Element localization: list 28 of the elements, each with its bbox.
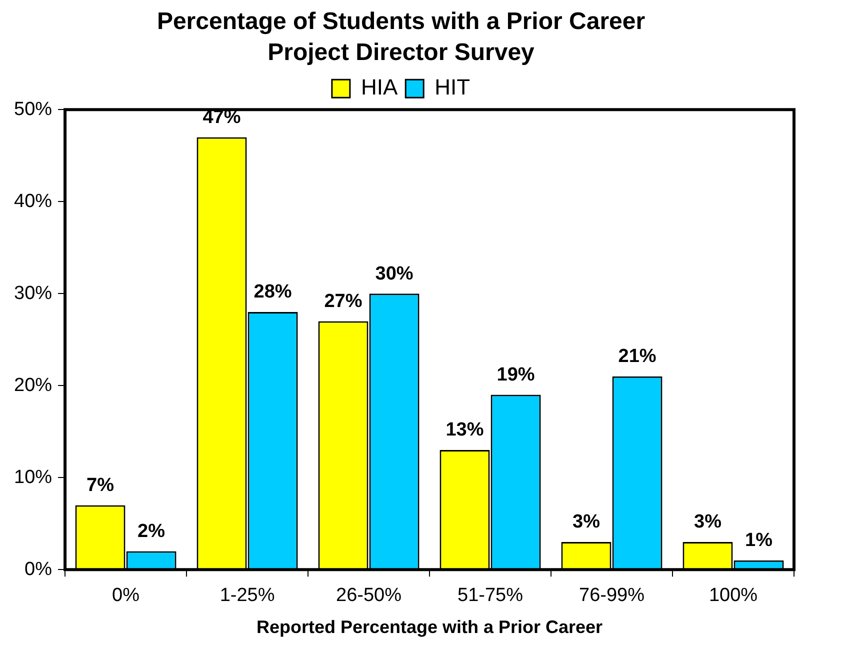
data-label: 2% bbox=[138, 520, 166, 542]
x-axis-title: Reported Percentage with a Prior Career bbox=[256, 617, 603, 638]
y-tick-label: 20% bbox=[14, 374, 52, 396]
x-tick-label: 26-50% bbox=[336, 585, 402, 606]
data-label: 3% bbox=[694, 512, 722, 533]
y-tick-label: 40% bbox=[14, 190, 52, 212]
x-tick-label: 76-99% bbox=[579, 585, 645, 606]
data-label: 3% bbox=[572, 512, 600, 533]
data-label: 13% bbox=[446, 420, 484, 441]
data-label: 27% bbox=[324, 290, 362, 312]
data-label: 30% bbox=[375, 263, 414, 284]
data-label: 7% bbox=[86, 474, 114, 496]
x-tick-label: 100% bbox=[708, 585, 758, 606]
y-tick-label: 0% bbox=[24, 558, 52, 580]
data-label: 28% bbox=[254, 282, 292, 303]
x-tick-label: 51-75% bbox=[458, 585, 524, 606]
x-tick-label: 0% bbox=[112, 585, 140, 606]
data-label: 21% bbox=[618, 346, 656, 368]
chart-title: Percentage of Students with a Prior Career bbox=[156, 8, 646, 36]
chart-subtitle: Project Director Survey bbox=[268, 38, 536, 66]
y-tick-label: 50% bbox=[14, 98, 52, 120]
legend-label: HIA bbox=[360, 74, 398, 100]
x-tick-label: 1-25% bbox=[220, 585, 275, 606]
data-label: 1% bbox=[745, 530, 773, 552]
y-tick-label: 10% bbox=[14, 466, 52, 488]
data-label: 19% bbox=[496, 364, 535, 386]
y-tick-label: 30% bbox=[14, 282, 52, 304]
legend-label: HIT bbox=[434, 74, 470, 100]
